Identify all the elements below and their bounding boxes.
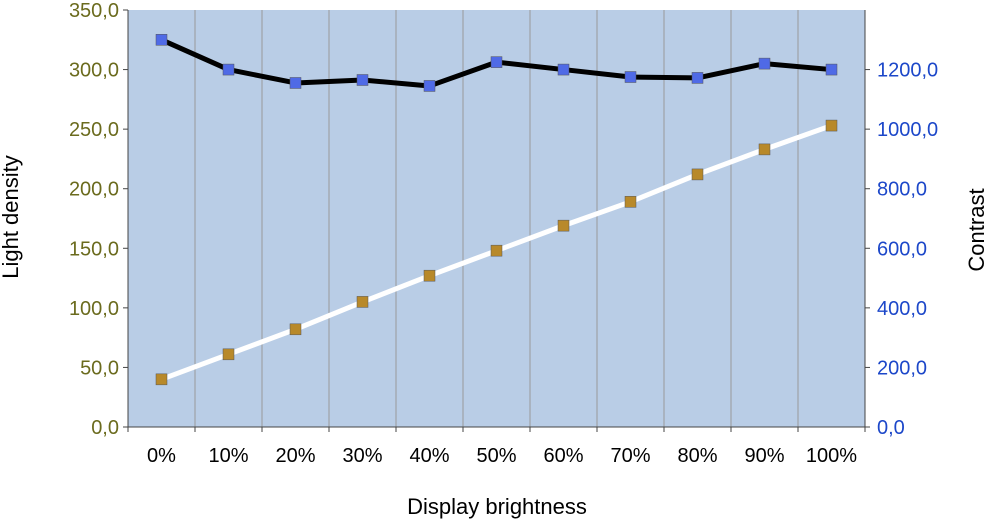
series-1-point <box>825 119 838 132</box>
series-0-point <box>356 74 369 86</box>
series-0-point <box>624 71 637 83</box>
series-0-point <box>289 77 302 89</box>
left-tick-label: 100,0 <box>69 298 119 320</box>
series-1-point <box>289 323 302 336</box>
x-tick-label: 50% <box>476 445 516 467</box>
right-tick-labels: 0,0 200,0 400,0 600,0 800,0 1000,0 1200,0 <box>865 60 938 439</box>
left-tick-label: 0,0 <box>91 417 119 439</box>
series-0-point <box>490 56 503 68</box>
x-tick-label: 0% <box>147 445 176 467</box>
plot-area <box>128 10 865 427</box>
x-tick-label: 40% <box>409 445 449 467</box>
series-1-point <box>691 168 704 181</box>
right-tick-label: 1000,0 <box>877 119 938 141</box>
left-tick-label: 250,0 <box>69 119 119 141</box>
x-tick-label: 70% <box>610 445 650 467</box>
right-tick-label: 600,0 <box>877 238 927 260</box>
series-1-point <box>155 373 168 386</box>
series-0-point <box>222 63 235 76</box>
x-tick-label: 80% <box>677 445 717 467</box>
x-axis-title: Display brightness <box>407 494 587 519</box>
left-tick-label: 150,0 <box>69 238 119 260</box>
series-0-point <box>825 63 838 76</box>
x-tick-label: 100% <box>806 445 857 467</box>
x-tick-label: 20% <box>275 445 315 467</box>
right-tick-label: 0,0 <box>877 417 905 439</box>
series-1-point <box>356 296 369 308</box>
right-tick-label: 400,0 <box>877 298 927 320</box>
right-tick-label: 800,0 <box>877 179 927 201</box>
series-0-point <box>691 72 704 84</box>
series-1-point <box>222 348 235 361</box>
series-1-point <box>423 269 436 282</box>
x-tick-label: 30% <box>342 445 382 467</box>
left-tick-labels: 0,0 50,0 100,0 150,0 200,0 250,0 300,0 350,0 <box>69 0 128 439</box>
left-axis-title: Light density <box>0 155 23 279</box>
x-tick-label: 90% <box>744 445 784 467</box>
series-1-point <box>624 196 637 208</box>
x-tick-label: 60% <box>543 445 583 467</box>
series-0-point <box>758 57 771 70</box>
x-tick-label: 10% <box>208 445 248 467</box>
left-tick-label: 200,0 <box>69 179 119 201</box>
series-1-point <box>490 244 503 257</box>
left-tick-label: 350,0 <box>69 0 119 22</box>
left-tick-label: 50,0 <box>80 357 119 379</box>
series-0-point <box>423 80 436 92</box>
series-markers <box>155 34 838 386</box>
right-tick-label: 1200,0 <box>877 60 938 82</box>
right-tick-label: 200,0 <box>877 357 927 379</box>
series-0-point <box>557 63 570 76</box>
series-1-point <box>758 143 771 156</box>
x-tick-labels: 0% 10% 20% 30% 40% 50% 60% 70% 80% 90% 100% <box>127 427 866 467</box>
right-axis-title: Contrast <box>964 188 989 271</box>
series-0-point <box>155 34 168 46</box>
series-1-point <box>557 219 570 232</box>
left-tick-label: 300,0 <box>69 60 119 82</box>
